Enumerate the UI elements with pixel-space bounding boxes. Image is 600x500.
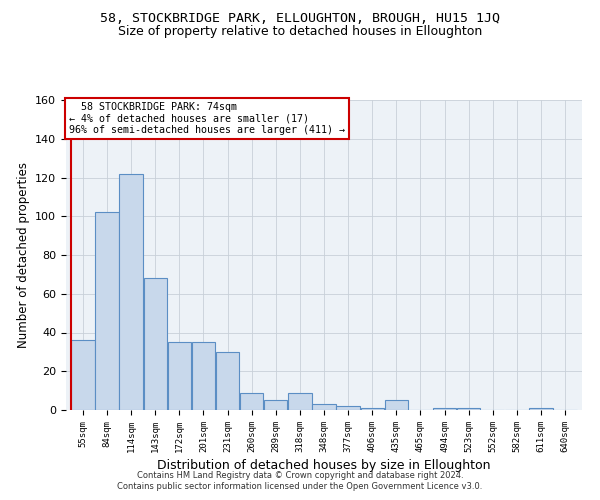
Bar: [71, 340, 95, 410]
Bar: [216, 352, 239, 410]
Bar: [385, 400, 408, 410]
Text: 58 STOCKBRIDGE PARK: 74sqm
← 4% of detached houses are smaller (17)
96% of semi-: 58 STOCKBRIDGE PARK: 74sqm ← 4% of detac…: [68, 102, 344, 134]
X-axis label: Distribution of detached houses by size in Elloughton: Distribution of detached houses by size …: [157, 459, 491, 472]
Bar: [143, 278, 167, 410]
Bar: [529, 408, 553, 410]
Text: 58, STOCKBRIDGE PARK, ELLOUGHTON, BROUGH, HU15 1JQ: 58, STOCKBRIDGE PARK, ELLOUGHTON, BROUGH…: [100, 12, 500, 26]
Bar: [433, 408, 456, 410]
Bar: [337, 406, 360, 410]
Y-axis label: Number of detached properties: Number of detached properties: [17, 162, 29, 348]
Text: Contains public sector information licensed under the Open Government Licence v3: Contains public sector information licen…: [118, 482, 482, 491]
Bar: [119, 174, 143, 410]
Bar: [457, 408, 481, 410]
Text: Size of property relative to detached houses in Elloughton: Size of property relative to detached ho…: [118, 25, 482, 38]
Bar: [361, 408, 384, 410]
Bar: [192, 342, 215, 410]
Bar: [95, 212, 119, 410]
Bar: [313, 404, 335, 410]
Bar: [288, 392, 311, 410]
Bar: [264, 400, 287, 410]
Text: Contains HM Land Registry data © Crown copyright and database right 2024.: Contains HM Land Registry data © Crown c…: [137, 471, 463, 480]
Bar: [167, 342, 191, 410]
Bar: [240, 392, 263, 410]
